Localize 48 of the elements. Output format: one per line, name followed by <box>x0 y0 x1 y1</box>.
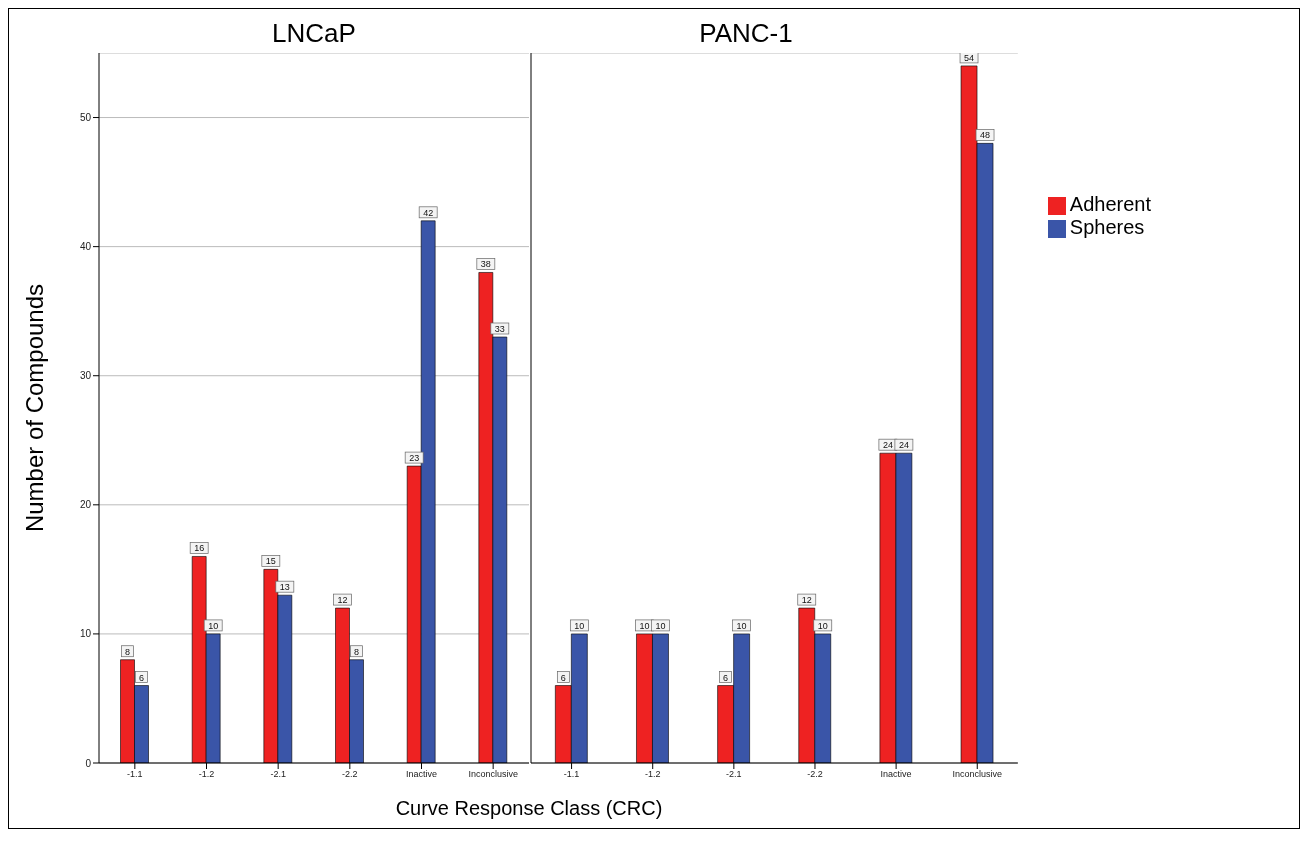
data-label: 12 <box>801 595 812 606</box>
data-label: 12 <box>337 595 348 606</box>
x-tick-label: -1.1 <box>127 769 143 780</box>
x-tick-label: Inactive <box>405 769 438 780</box>
data-label: 10 <box>817 620 828 631</box>
chart-title: LNCaP <box>271 17 357 50</box>
x-tick-label: -1.2 <box>198 769 215 780</box>
x-tick-label: Inactive <box>880 769 912 780</box>
data-label: 24 <box>882 440 893 451</box>
x-tick-label: Inconclusive <box>952 769 1003 780</box>
y-tick-label: 0 <box>85 757 92 769</box>
legend-label: Spheres <box>1069 216 1145 238</box>
data-label: 13 <box>279 582 290 593</box>
y-tick-label: 10 <box>79 628 92 640</box>
data-label: 10 <box>736 620 747 631</box>
data-label: 48 <box>980 130 991 141</box>
data-label: 8 <box>353 646 360 657</box>
data-label: 10 <box>574 620 585 631</box>
y-tick-label: 40 <box>79 241 92 253</box>
x-tick-label: -1.2 <box>644 769 661 780</box>
data-label: 33 <box>494 324 505 334</box>
data-label: 10 <box>639 620 650 631</box>
x-axis-title: Curve Response Class (CRC) <box>394 796 664 821</box>
legend-label: Adherent <box>1069 193 1151 215</box>
data-label: 8 <box>124 646 131 657</box>
chart-title: PANC-1 <box>698 17 794 50</box>
y-tick-label: 50 <box>79 112 92 124</box>
data-label: 10 <box>655 620 666 631</box>
data-label: 42 <box>423 207 434 218</box>
data-label: 15 <box>265 556 276 567</box>
data-label: 23 <box>409 453 420 464</box>
x-tick-label: -2.2 <box>342 769 358 780</box>
x-tick-label: -2.2 <box>807 769 823 780</box>
y-tick-label: 20 <box>79 499 92 511</box>
data-label: 10 <box>208 620 219 631</box>
x-tick-label: -2.1 <box>726 769 742 780</box>
x-tick-label: -1.1 <box>563 769 580 780</box>
data-label: 16 <box>194 543 205 554</box>
y-tick-label: 30 <box>79 370 92 382</box>
data-label: 6 <box>723 672 729 683</box>
y-axis-title: Number of Compounds <box>20 283 48 533</box>
data-label: 6 <box>560 672 566 683</box>
data-label: 24 <box>898 440 909 451</box>
x-tick-label: Inconclusive <box>468 769 518 780</box>
data-label: 6 <box>138 672 145 683</box>
x-tick-label: -2.1 <box>270 769 286 780</box>
data-label: 54 <box>964 52 975 63</box>
data-label: 38 <box>480 259 491 270</box>
